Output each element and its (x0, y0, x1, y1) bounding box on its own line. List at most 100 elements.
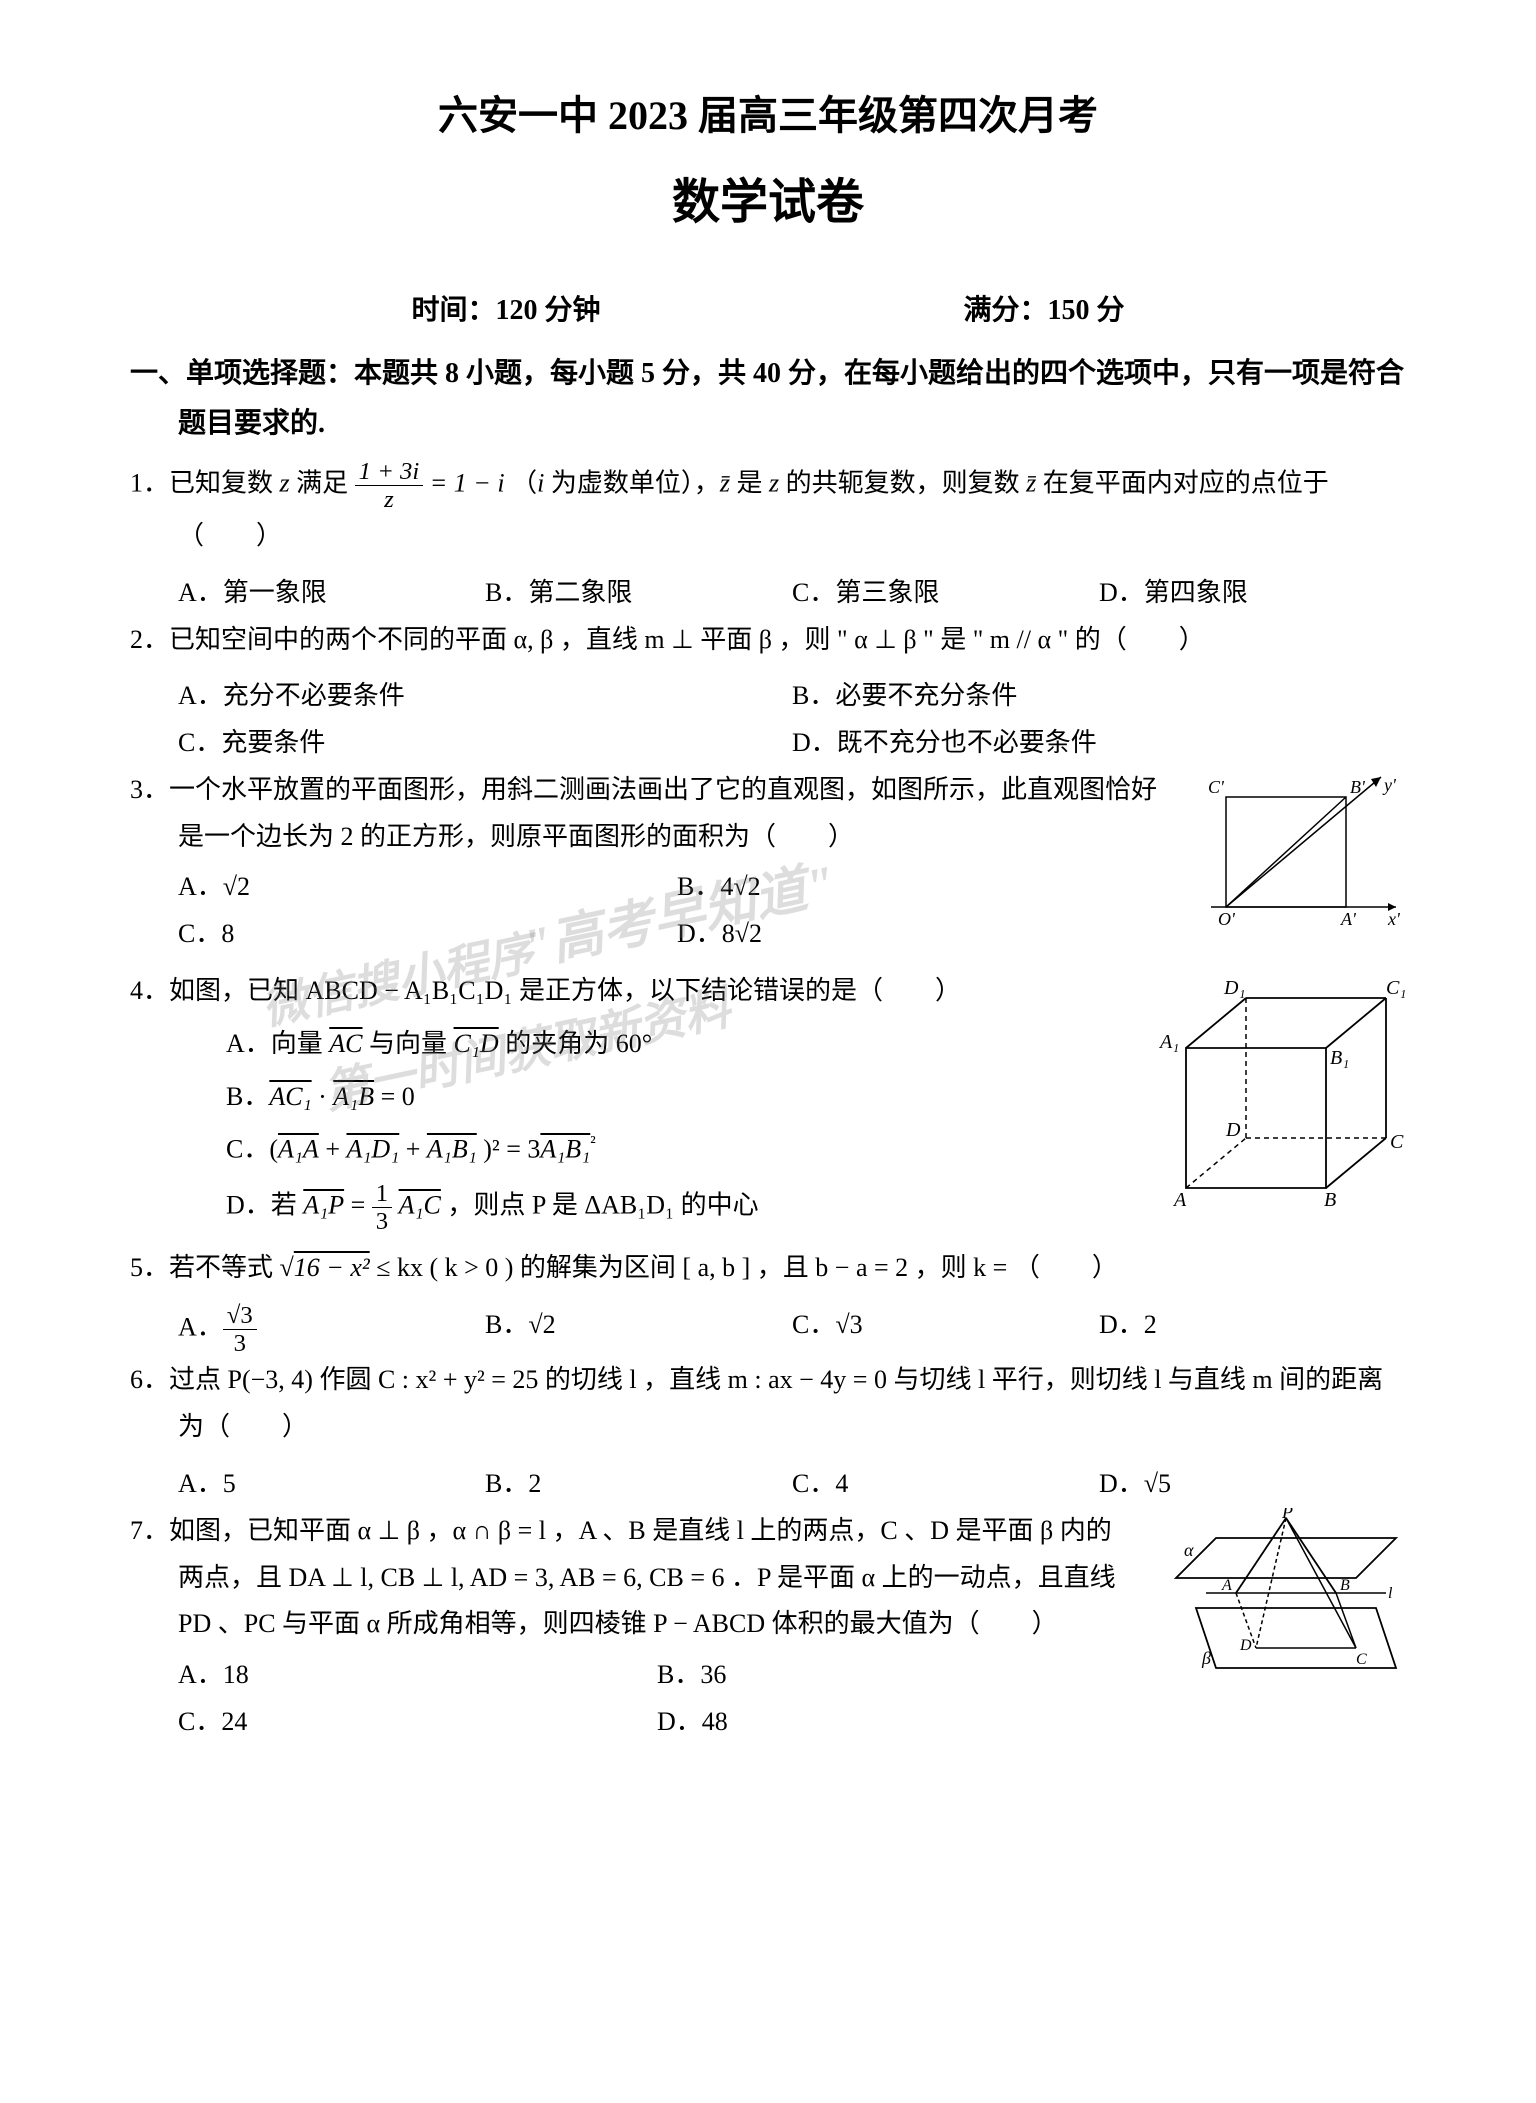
q2-opt-d: D．既不充分也不必要条件 (792, 720, 1406, 767)
q3-label-O: O' (1218, 909, 1236, 929)
q4-lbl-D: D (1225, 1119, 1241, 1141)
q4-a-mid: 与向量 (363, 1029, 454, 1058)
q5-opt-b: B．√2 (485, 1302, 792, 1357)
q5-num: 5． (130, 1253, 169, 1282)
q4-lbl-A: A (1172, 1189, 1187, 1211)
q4-c-post: ² (590, 1132, 595, 1152)
q4-c-p1: + (319, 1135, 347, 1164)
q1-opt-d: D．第四象限 (1099, 570, 1406, 617)
q1-text-d: 为虚数单位）， (544, 468, 720, 497)
q1-frac-num: 1 + 3i (355, 458, 424, 486)
q4-c-v3: A₁B₁ (427, 1135, 477, 1164)
q2-opt-b: B．必要不充分条件 (792, 673, 1406, 720)
q2-opt-c: C．充要条件 (178, 720, 792, 767)
time-limit: 时间：120 分钟 (411, 286, 600, 336)
q5-sqrt: 16 − x² (294, 1253, 370, 1282)
q4-svg: A B C D A₁ B₁ C₁ D₁ (1146, 968, 1406, 1218)
q3-num: 3． (130, 775, 169, 804)
q1-text-a: 已知复数 (169, 468, 280, 497)
timing-row: 时间：120 分钟 满分：150 分 (130, 286, 1406, 336)
q4-b-dot: · (312, 1082, 334, 1111)
q1-options: A．第一象限 B．第二象限 C．第三象限 D．第四象限 (130, 570, 1406, 617)
exam-subtitle: 数学试卷 (130, 160, 1406, 246)
q4-lbl-B1: B₁ (1330, 1047, 1349, 1069)
section-1-header: 一、单项选择题：本题共 8 小题，每小题 5 分，共 40 分，在每小题给出的四… (130, 349, 1406, 450)
q3-opt-d: D．8√2 (677, 911, 1176, 958)
q4-num: 4． (130, 976, 169, 1005)
q1-z2: z (769, 468, 779, 497)
q1-text-c: （ (511, 468, 537, 497)
q7-opt-a: A．18 (178, 1652, 657, 1699)
q3-label-y: y' (1382, 775, 1397, 795)
q3-label-A: A' (1340, 909, 1357, 929)
q3-figure: O' A' B' C' x' y' (1196, 767, 1406, 937)
q5-text-a: 若不等式 √ (169, 1253, 294, 1282)
q7-lbl-A: A (1221, 1577, 1232, 1594)
q1-frac-den: z (355, 486, 424, 513)
q1-eq: = 1 − i (423, 468, 511, 497)
q5-text-b: ≤ kx ( k > 0 ) 的解集为区间 [ a, b ] ，且 b − a … (370, 1253, 1118, 1282)
exam-title: 六安一中 2023 届高三年级第四次月考 (130, 80, 1406, 152)
q7-lbl-B: B (1340, 1577, 1350, 1594)
q4-a-pre: A．向量 (226, 1029, 329, 1058)
q6-opt-c: C．4 (792, 1461, 1099, 1508)
q7-num: 7． (130, 1516, 169, 1545)
q1-text-b: 满足 (290, 468, 349, 497)
q2-opt-a: A．充分不必要条件 (178, 673, 792, 720)
q3-label-B: B' (1350, 777, 1366, 797)
question-2: 2．已知空间中的两个不同的平面 α, β ，直线 m ⊥ 平面 β ，则 " α… (130, 617, 1406, 664)
q3-label-C: C' (1208, 777, 1225, 797)
q6-opt-b: B．2 (485, 1461, 792, 1508)
q7-figure: P A B C D l α β (1156, 1508, 1406, 1698)
q4-b-pre: B． (226, 1082, 269, 1111)
q4-b-post: = 0 (374, 1082, 415, 1111)
q4-d-eq: = (344, 1191, 372, 1220)
q7-lbl-D: D (1239, 1637, 1252, 1654)
q3-opt-c: C．8 (178, 911, 677, 958)
q6-num: 6． (130, 1365, 169, 1394)
q4-c-pre: C．( (226, 1135, 278, 1164)
q1-fraction: 1 + 3iz (355, 458, 424, 513)
q3-opt-a: A．√2 (178, 864, 677, 911)
question-6: 6．过点 P(−3, 4) 作圆 C : x² + y² = 25 的切线 l … (130, 1357, 1406, 1451)
q1-z: z (280, 468, 290, 497)
q4-d-fn: 1 (372, 1180, 392, 1208)
q4-b-v2: A₁B (333, 1082, 374, 1111)
q7-opt-b: B．36 (657, 1652, 1136, 1699)
q4-d-fd: 3 (372, 1208, 392, 1235)
q1-opt-a: A．第一象限 (178, 570, 485, 617)
q4-c-v4: A₁B₁ (540, 1135, 590, 1164)
full-score: 满分：150 分 (963, 286, 1124, 336)
q4-a-v2: C₁D (454, 1029, 499, 1058)
q4-d-v2: A₁C (399, 1191, 441, 1220)
q6-opt-a: A．5 (178, 1461, 485, 1508)
q4-d-pre: D．若 (226, 1191, 303, 1220)
q4-lbl-A1: A₁ (1158, 1031, 1179, 1053)
q5-a-pre: A． (178, 1313, 223, 1342)
q7-svg: P A B C D l α β (1156, 1508, 1406, 1698)
q2-num: 2． (130, 625, 169, 654)
q3-opt-b: B．4√2 (677, 864, 1176, 911)
q7-lbl-beta: β (1201, 1648, 1211, 1668)
q1-opt-b: B．第二象限 (485, 570, 792, 617)
q1-zbar2: z̄ (1026, 468, 1036, 497)
question-4: 4．如图，已知 ABCD − A₁B₁C₁D₁ 是正方体，以下结论错误的是（ ）… (130, 968, 1406, 1235)
q4-opt-c: C．(A₁A + A₁D₁ + A₁B₁ )² = 3A₁B₁² (226, 1126, 1126, 1173)
q4-opt-d: D．若 A₁P = 13 A₁C ，则点 P 是 ΔAB₁D₁ 的中心 (226, 1180, 1126, 1235)
q4-c-v2: A₁D₁ (347, 1135, 400, 1164)
q1-opt-c: C．第三象限 (792, 570, 1099, 617)
q4-c-p2: + (399, 1135, 427, 1164)
q2-options: A．充分不必要条件 B．必要不充分条件 C．充要条件 D．既不充分也不必要条件 (130, 673, 1406, 767)
q4-opt-b: B．AC₁ · A₁B = 0 (226, 1074, 1126, 1121)
q4-lbl-B: B (1324, 1189, 1336, 1211)
q1-text-e: 是 (730, 468, 769, 497)
q1-num: 1． (130, 468, 169, 497)
q7-lbl-l: l (1388, 1585, 1393, 1602)
question-1: 1．已知复数 z 满足 1 + 3iz = 1 − i （i 为虚数单位），z̄… (130, 458, 1406, 560)
q7-opt-c: C．24 (178, 1699, 657, 1746)
q4-opt-a: A．向量 AC 与向量 C₁D 的夹角为 60° (226, 1021, 1126, 1068)
q7-lbl-P: P (1281, 1508, 1293, 1522)
q5-a-den: 3 (223, 1330, 257, 1357)
q6-options: A．5 B．2 C．4 D．√5 (130, 1461, 1406, 1508)
q2-text: 已知空间中的两个不同的平面 α, β ，直线 m ⊥ 平面 β ，则 " α ⊥… (169, 625, 1205, 654)
